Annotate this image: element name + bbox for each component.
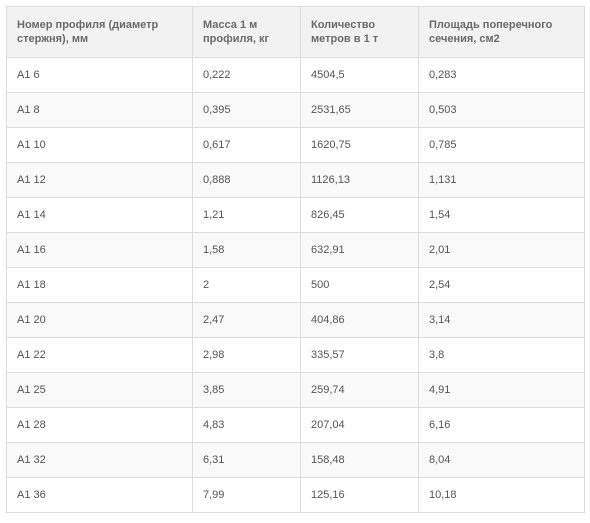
table-row: А1 22 2,98 335,57 3,8 [7, 338, 585, 373]
cell-profile: А1 18 [7, 268, 193, 303]
table-row: А1 32 6,31 158,48 8,04 [7, 443, 585, 478]
cell-mass: 1,58 [193, 233, 301, 268]
table-row: А1 12 0,888 1126,13 1,131 [7, 163, 585, 198]
cell-area: 1,131 [419, 163, 585, 198]
cell-profile: А1 36 [7, 478, 193, 513]
cell-mass: 4,83 [193, 408, 301, 443]
cell-area: 6,16 [419, 408, 585, 443]
cell-profile: А1 25 [7, 373, 193, 408]
cell-profile: А1 20 [7, 303, 193, 338]
cell-mass: 2,98 [193, 338, 301, 373]
cell-mass: 0,395 [193, 93, 301, 128]
cell-area: 2,01 [419, 233, 585, 268]
cell-meters: 125,16 [301, 478, 419, 513]
table-body: А1 6 0,222 4504,5 0,283 А1 8 0,395 2531,… [7, 58, 585, 513]
cell-mass: 7,99 [193, 478, 301, 513]
cell-meters: 259,74 [301, 373, 419, 408]
cell-profile: А1 22 [7, 338, 193, 373]
cell-area: 2,54 [419, 268, 585, 303]
cell-meters: 1126,13 [301, 163, 419, 198]
cell-meters: 632,91 [301, 233, 419, 268]
cell-area: 10,18 [419, 478, 585, 513]
cell-profile: А1 6 [7, 58, 193, 93]
table-row: А1 28 4,83 207,04 6,16 [7, 408, 585, 443]
cell-area: 8,04 [419, 443, 585, 478]
cell-mass: 0,617 [193, 128, 301, 163]
table-row: А1 14 1,21 826,45 1,54 [7, 198, 585, 233]
cell-area: 3,8 [419, 338, 585, 373]
cell-meters: 335,57 [301, 338, 419, 373]
cell-mass: 2,47 [193, 303, 301, 338]
table-header-row: Номер профиля (диаметр стержня), мм Масс… [7, 7, 585, 58]
cell-mass: 0,222 [193, 58, 301, 93]
cell-profile: А1 8 [7, 93, 193, 128]
cell-area: 0,283 [419, 58, 585, 93]
cell-mass: 0,888 [193, 163, 301, 198]
cell-meters: 158,48 [301, 443, 419, 478]
table-row: А1 18 2 500 2,54 [7, 268, 585, 303]
col-header-profile: Номер профиля (диаметр стержня), мм [7, 7, 193, 58]
table-row: А1 8 0,395 2531,65 0,503 [7, 93, 585, 128]
cell-mass: 6,31 [193, 443, 301, 478]
cell-meters: 207,04 [301, 408, 419, 443]
cell-profile: А1 28 [7, 408, 193, 443]
cell-profile: А1 16 [7, 233, 193, 268]
cell-meters: 826,45 [301, 198, 419, 233]
table-row: А1 20 2,47 404,86 3,14 [7, 303, 585, 338]
table-row: А1 16 1,58 632,91 2,01 [7, 233, 585, 268]
table-row: А1 25 3,85 259,74 4,91 [7, 373, 585, 408]
rebar-spec-table: Номер профиля (диаметр стержня), мм Масс… [6, 6, 585, 513]
cell-meters: 4504,5 [301, 58, 419, 93]
cell-area: 0,503 [419, 93, 585, 128]
table-row: А1 10 0,617 1620,75 0,785 [7, 128, 585, 163]
col-header-meters: Количество метров в 1 т [301, 7, 419, 58]
cell-meters: 404,86 [301, 303, 419, 338]
cell-area: 1,54 [419, 198, 585, 233]
cell-area: 0,785 [419, 128, 585, 163]
cell-profile: А1 10 [7, 128, 193, 163]
cell-meters: 500 [301, 268, 419, 303]
cell-mass: 1,21 [193, 198, 301, 233]
table-row: А1 36 7,99 125,16 10,18 [7, 478, 585, 513]
table-row: А1 6 0,222 4504,5 0,283 [7, 58, 585, 93]
cell-mass: 2 [193, 268, 301, 303]
col-header-mass: Масса 1 м профиля, кг [193, 7, 301, 58]
cell-meters: 2531,65 [301, 93, 419, 128]
cell-profile: А1 32 [7, 443, 193, 478]
col-header-area: Площадь поперечного сечения, см2 [419, 7, 585, 58]
cell-area: 3,14 [419, 303, 585, 338]
cell-profile: А1 12 [7, 163, 193, 198]
cell-area: 4,91 [419, 373, 585, 408]
cell-meters: 1620,75 [301, 128, 419, 163]
cell-mass: 3,85 [193, 373, 301, 408]
cell-profile: А1 14 [7, 198, 193, 233]
